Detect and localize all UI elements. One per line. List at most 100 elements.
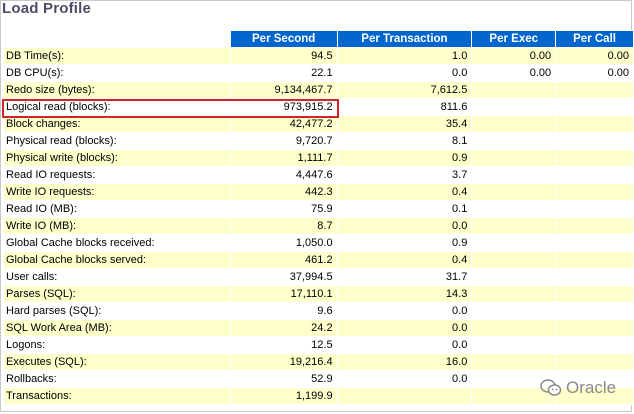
row-value: 22.1 [229, 64, 338, 82]
row-value: 442.3 [229, 183, 338, 201]
row-value [555, 268, 634, 286]
table-row: User calls: 37,994.5 31.7 [3, 268, 634, 286]
row-value [555, 217, 634, 235]
row-value [555, 319, 634, 337]
row-value [471, 370, 557, 388]
row-value: 0.0 [336, 302, 473, 320]
row-value: 0.00 [555, 64, 634, 82]
table-row: Write IO (MB): 8.7 0.0 [3, 217, 634, 235]
table-row: Read IO (MB): 75.9 0.1 [3, 200, 634, 218]
header-row: Per Second Per Transaction Per Exec Per … [4, 30, 634, 48]
row-value: 24.2 [229, 319, 338, 337]
row-label: Rollbacks: [3, 370, 231, 388]
row-value [555, 132, 634, 150]
row-value [555, 387, 634, 405]
row-value [471, 149, 557, 167]
row-value: 1,111.7 [229, 149, 338, 167]
row-value: 8.7 [229, 217, 338, 235]
row-value [471, 387, 557, 405]
row-value: 8.1 [336, 132, 473, 150]
watermark-text: Oracle [566, 378, 617, 397]
header-per-call: Per Call [555, 30, 634, 48]
row-value [471, 166, 557, 184]
row-value [471, 217, 557, 235]
row-label: Global Cache blocks served: [3, 251, 231, 269]
row-value: 0.0 [336, 319, 473, 337]
row-value [471, 319, 557, 337]
table-row: Logons: 12.5 0.0 [3, 336, 634, 354]
table-row: Redo size (bytes): 9,134,467.7 7,612.5 [3, 81, 634, 99]
table-row: Hard parses (SQL): 9.6 0.0 [3, 302, 634, 320]
row-value [471, 200, 557, 218]
row-value [555, 234, 634, 252]
row-label: DB Time(s): [3, 47, 231, 65]
row-label: Global Cache blocks received: [3, 234, 231, 252]
row-value: 17,110.1 [229, 285, 338, 303]
row-value: 42,477.2 [229, 115, 338, 133]
row-value [471, 98, 557, 116]
row-value: 0.9 [336, 234, 473, 252]
row-value: 0.9 [336, 149, 473, 167]
row-value: 0.0 [336, 336, 473, 354]
table-row: Physical read (blocks): 9,720.7 8.1 [3, 132, 634, 150]
row-value: 7,612.5 [336, 81, 473, 99]
table-row: DB CPU(s): 22.1 0.0 0.00 0.00 [3, 64, 634, 82]
watermark: Oracle [540, 378, 616, 398]
table-row: Global Cache blocks served: 461.2 0.4 [3, 251, 634, 269]
row-value [555, 353, 634, 371]
row-label: User calls: [3, 268, 231, 286]
row-value: 52.9 [229, 370, 338, 388]
row-value: 1,050.0 [229, 234, 338, 252]
row-value [555, 200, 634, 218]
row-label: DB CPU(s): [3, 64, 231, 82]
row-value: 35.4 [336, 115, 473, 133]
row-value [555, 183, 634, 201]
row-label: SQL Work Area (MB): [3, 319, 231, 337]
row-label: Logical read (blocks): [3, 98, 231, 116]
row-value: 3.7 [336, 166, 473, 184]
row-label: Executes (SQL): [3, 353, 231, 371]
row-value: 0.1 [336, 200, 473, 218]
row-value [471, 115, 557, 133]
row-value [471, 81, 557, 99]
row-value: 31.7 [336, 268, 473, 286]
row-value: 0.4 [336, 183, 473, 201]
row-value [471, 251, 557, 269]
row-value [555, 81, 634, 99]
table-row: Write IO requests: 442.3 0.4 [3, 183, 634, 201]
wechat-icon [540, 379, 562, 396]
table-row: Global Cache blocks received: 1,050.0 0.9 [3, 234, 634, 252]
row-value [471, 353, 557, 371]
table-row: Transactions: 1,199.9 [3, 387, 634, 405]
row-value [555, 302, 634, 320]
row-value [471, 302, 557, 320]
row-value: 973,915.2 [229, 98, 338, 116]
row-value [336, 387, 473, 405]
row-value: 0.0 [336, 217, 473, 235]
table-row: DB Time(s): 94.5 1.0 0.00 0.00 [3, 47, 634, 65]
header-blank [4, 31, 231, 48]
row-value: 16.0 [336, 353, 473, 371]
row-value [555, 166, 634, 184]
row-value: 1,199.9 [229, 387, 338, 405]
row-value [471, 234, 557, 252]
row-value [555, 115, 634, 133]
row-value [471, 132, 557, 150]
table-row: Read IO requests: 4,447.6 3.7 [3, 166, 634, 184]
row-label: Parses (SQL): [3, 285, 231, 303]
row-value: 1.0 [336, 47, 473, 65]
row-value [471, 336, 557, 354]
header-per-transaction: Per Transaction [336, 30, 473, 48]
row-label: Physical read (blocks): [3, 132, 231, 150]
row-label: Read IO (MB): [3, 200, 231, 218]
row-value: 4,447.6 [229, 166, 338, 184]
row-value [555, 285, 634, 303]
row-label: Logons: [3, 336, 231, 354]
row-label: Transactions: [3, 387, 231, 405]
row-value [555, 251, 634, 269]
row-value: 12.5 [229, 336, 338, 354]
row-value: 9,134,467.7 [229, 81, 338, 99]
row-value: 0.00 [471, 64, 557, 82]
row-value: 75.9 [229, 200, 338, 218]
row-value: 0.0 [336, 64, 473, 82]
